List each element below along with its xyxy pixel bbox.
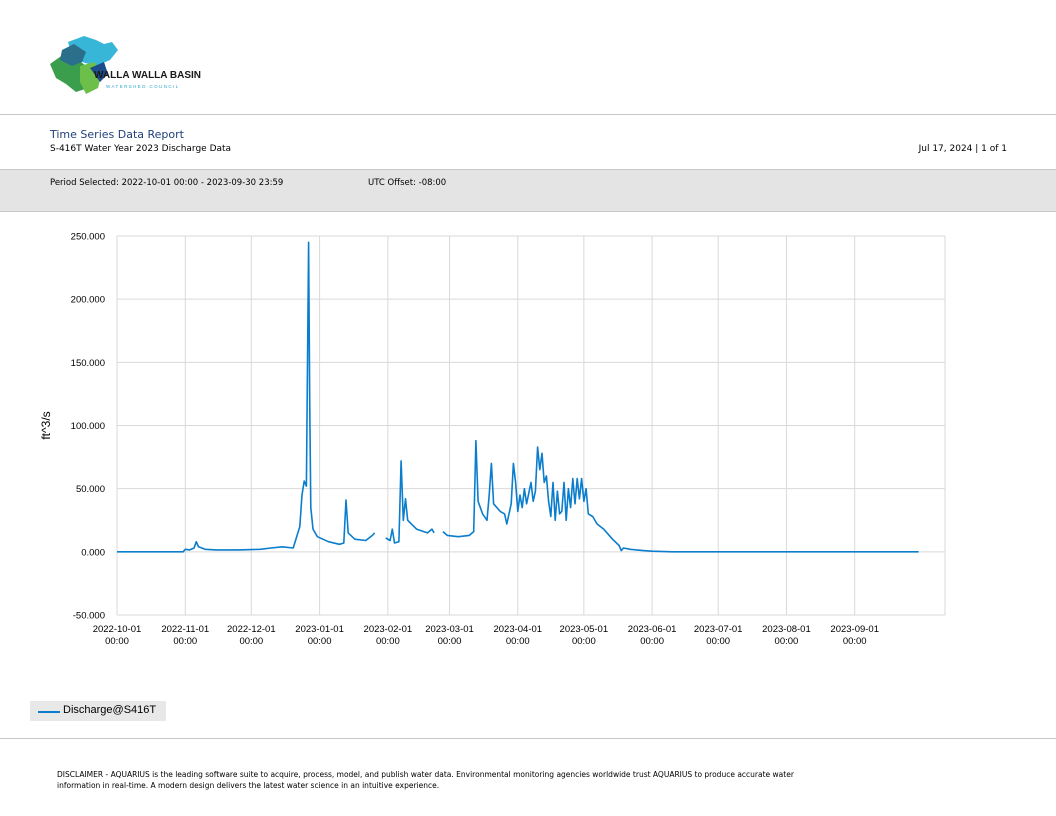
report-subtitle: S-416T Water Year 2023 Discharge Data <box>50 144 232 154</box>
disclaimer: DISCLAIMER - AQUARIUS is the leading sof… <box>57 770 794 790</box>
x-tick-time: 00:00 <box>640 636 664 647</box>
period-band <box>0 169 1056 212</box>
logo-line2: WATERSHED COUNCIL <box>106 84 180 89</box>
y-tick-label: 200.000 <box>71 295 105 306</box>
report-title: Time Series Data Report <box>50 128 184 141</box>
series-line-discharge <box>117 241 919 553</box>
x-tick-label: 2023-07-01 <box>694 624 743 635</box>
x-tick-time: 00:00 <box>843 636 867 647</box>
x-tick-label: 2022-10-01 <box>93 624 142 635</box>
x-tick-label: 2023-01-01 <box>295 624 344 635</box>
x-tick-time: 00:00 <box>105 636 129 647</box>
x-tick-time: 00:00 <box>438 636 462 647</box>
x-tick-label: 2023-04-01 <box>493 624 542 635</box>
y-tick-label: 50.000 <box>76 484 105 495</box>
x-tick-label: 2023-06-01 <box>628 624 677 635</box>
x-tick-label: 2023-09-01 <box>830 624 879 635</box>
x-tick-label: 2023-03-01 <box>425 624 474 635</box>
x-tick-time: 00:00 <box>239 636 263 647</box>
watershed-council-logo: WALLA WALLA BASIN WATERSHED COUNCIL <box>50 36 201 94</box>
report-date-page: Jul 17, 2024 | 1 of 1 <box>918 144 1007 154</box>
header-divider <box>0 114 1056 115</box>
x-tick-time: 00:00 <box>572 636 596 647</box>
y-tick-label: 150.000 <box>71 358 105 369</box>
x-tick-label: 2023-02-01 <box>364 624 413 635</box>
y-axis-label: ft^3/s <box>39 411 53 439</box>
legend-swatch <box>38 711 60 713</box>
x-tick-label: 2023-08-01 <box>762 624 811 635</box>
x-tick-label: 2022-11-01 <box>161 624 209 635</box>
discharge-chart: 250.000 200.000 150.000 100.000 50.000 0.000 -… <box>39 232 946 647</box>
x-tick-time: 00:00 <box>775 636 799 647</box>
footer-divider <box>0 738 1056 739</box>
x-tick-time: 00:00 <box>706 636 730 647</box>
y-tick-label: 0.000 <box>81 547 105 558</box>
x-tick-label: 2023-05-01 <box>560 624 609 635</box>
chart-legend: Discharge@S416T <box>30 701 166 721</box>
x-tick-time: 00:00 <box>308 636 332 647</box>
y-tick-label: 100.000 <box>71 421 105 432</box>
logo-line1: WALLA WALLA BASIN <box>94 70 201 81</box>
x-tick-time: 00:00 <box>506 636 530 647</box>
x-tick-time: 00:00 <box>173 636 197 647</box>
x-tick-label: 2022-12-01 <box>227 624 276 635</box>
y-tick-label: -50.000 <box>73 611 105 622</box>
period-selected: Period Selected: 2022-10-01 00:00 - 2023… <box>50 178 284 188</box>
legend-label: Discharge@S416T <box>63 704 157 716</box>
utc-offset: UTC Offset: -08:00 <box>368 178 447 188</box>
x-tick-time: 00:00 <box>376 636 400 647</box>
y-tick-label: 250.000 <box>71 232 105 243</box>
